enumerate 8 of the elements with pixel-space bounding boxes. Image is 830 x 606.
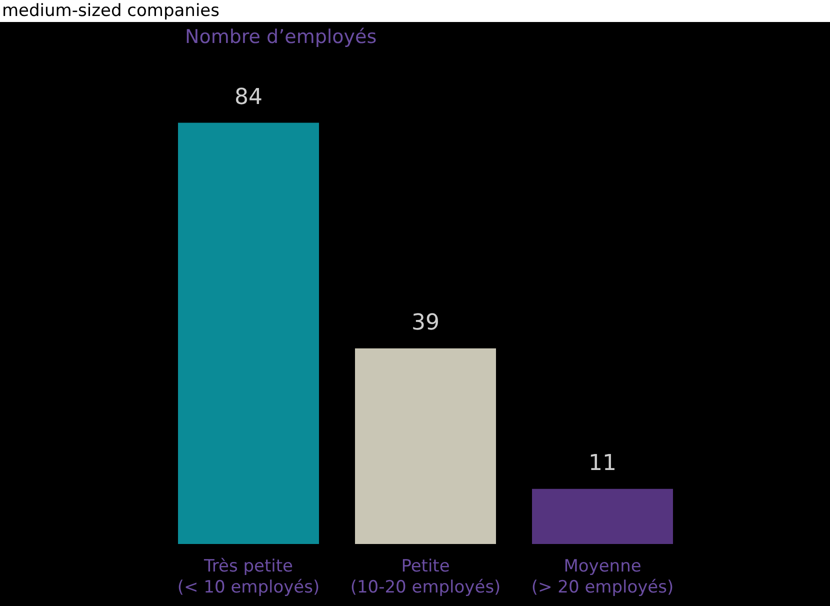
text: medium-sized companies: [2, 1, 220, 21]
chart-title: Nombre d’employés: [185, 26, 377, 48]
x-tick-label: Très petite (< 10 employés): [177, 556, 320, 598]
data-label: 39: [412, 310, 440, 336]
data-label: 11: [588, 450, 616, 476]
x-tick-label: Moyenne (> 20 employés): [531, 556, 674, 598]
x-tick-label: Petite (10-20 employés): [350, 556, 501, 598]
data-label: 84: [234, 84, 262, 110]
